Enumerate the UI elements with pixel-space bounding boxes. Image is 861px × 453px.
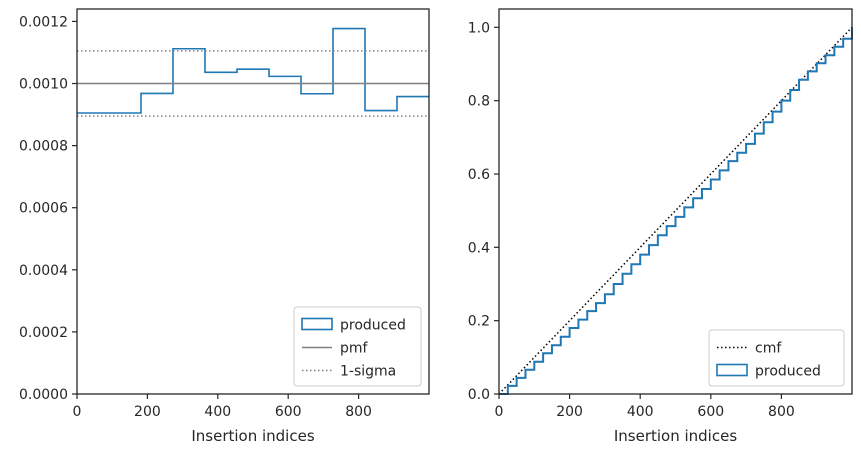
cmf-line bbox=[498, 26, 853, 395]
x-tick-label: 0 bbox=[73, 404, 82, 420]
legend-box bbox=[708, 329, 845, 387]
x-tick-label: 600 bbox=[697, 404, 724, 420]
y-tick-label: 0.0000 bbox=[19, 387, 68, 403]
legend-label-pmf: pmf bbox=[340, 341, 369, 357]
legend-label-1-sigma: 1-sigma bbox=[340, 364, 396, 380]
legend-handle-produced bbox=[716, 363, 748, 377]
y-tick-label: 0.6 bbox=[468, 167, 490, 183]
legend: cmf produced bbox=[708, 329, 845, 387]
produced-histogram-step bbox=[77, 27, 429, 114]
legend-label-produced: produced bbox=[755, 364, 821, 380]
y-tick-label: 0.0008 bbox=[19, 139, 68, 155]
x-tick-label: 600 bbox=[275, 404, 302, 420]
y-tick-label: 1.0 bbox=[468, 20, 490, 36]
produced-cumulative-step bbox=[499, 27, 853, 395]
legend-box bbox=[293, 306, 422, 387]
y-tick-label: 0.0004 bbox=[19, 263, 68, 279]
axes-frame bbox=[76, 8, 430, 395]
legend: produced pmf 1-sigma bbox=[293, 306, 422, 387]
x-axis-label: Insertion indices bbox=[191, 427, 314, 445]
legend-handle-produced bbox=[301, 317, 333, 331]
x-tick-label: 0 bbox=[495, 404, 504, 420]
y-tick-label: 0.2 bbox=[468, 314, 490, 330]
x-tick-label: 400 bbox=[627, 404, 654, 420]
x-tick-label: 200 bbox=[134, 404, 161, 420]
y-tick-label: 0.8 bbox=[468, 94, 490, 110]
axes-frame bbox=[498, 8, 853, 395]
y-tick-label: 0.0 bbox=[468, 387, 490, 403]
y-tick-label: 0.4 bbox=[468, 240, 490, 256]
x-tick-label: 800 bbox=[768, 404, 795, 420]
y-tick-label: 0.0006 bbox=[19, 201, 68, 217]
y-tick-label: 0.0010 bbox=[19, 77, 68, 93]
legend-label-cmf: cmf bbox=[755, 341, 782, 357]
pmf-histogram-panel: 0 200 400 600 800 0.0000 0.0002 0.0004 0.0006 0.0… bbox=[19, 8, 430, 445]
y-tick-label: 0.0012 bbox=[19, 14, 68, 30]
cmf-panel: 0 200 400 600 800 0.0 0.2 0.4 0.6 0.8 1.0 Insertion… bbox=[468, 8, 853, 445]
x-tick-label: 200 bbox=[556, 404, 583, 420]
y-tick-label: 0.0002 bbox=[19, 325, 68, 341]
x-tick-label: 800 bbox=[345, 404, 372, 420]
x-tick-label: 400 bbox=[204, 404, 231, 420]
x-axis-label: Insertion indices bbox=[614, 427, 737, 445]
legend-label-produced: produced bbox=[340, 318, 406, 334]
